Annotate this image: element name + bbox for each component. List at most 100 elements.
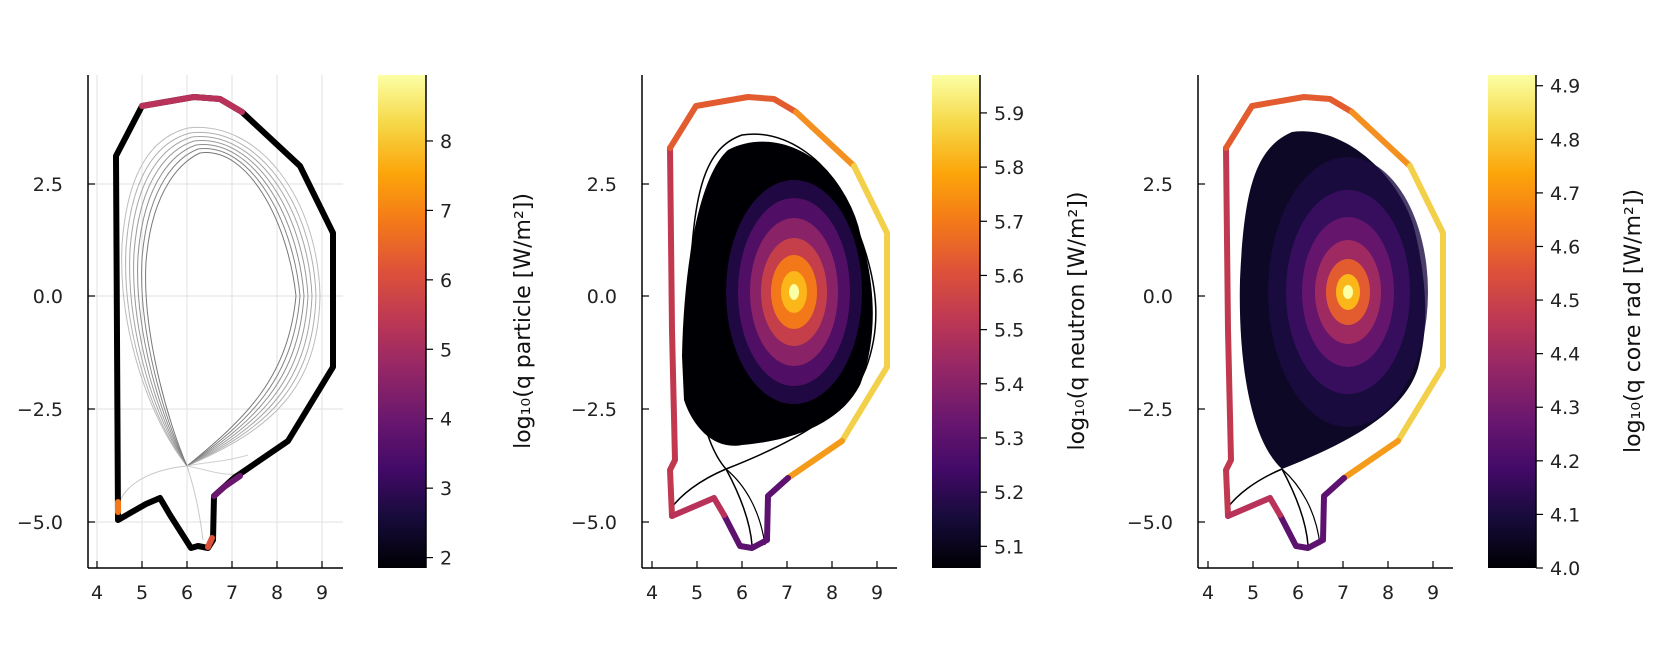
panel-3-plot xyxy=(1225,131,1428,546)
panel-1-flux-surfaces xyxy=(117,126,321,541)
x-tick-label: 7 xyxy=(1337,582,1349,604)
wall-outer-divertor xyxy=(1277,475,1347,551)
panel-2-axes: 4 5 6 7 8 9 2.5 0.0 −2.5 −5.0 xyxy=(571,75,897,604)
panel-2: 4 5 6 7 8 9 2.5 0.0 −2.5 −5.0 5.1 5.2 5.3 5… xyxy=(571,75,1090,604)
colorbar-tick-label: 5 xyxy=(440,339,452,361)
flux-surface-3 xyxy=(129,136,313,467)
colorbar-gradient xyxy=(378,75,426,568)
panel-1-grid xyxy=(88,75,343,568)
wall-lower-outer xyxy=(785,438,845,481)
colorbar-tick-label: 5.2 xyxy=(994,482,1024,504)
colorbar-tick-label: 4.3 xyxy=(1550,397,1580,419)
flux-surface-7 xyxy=(145,152,297,467)
radiation-emission-peak xyxy=(1343,285,1353,299)
y-tick-label: −5.0 xyxy=(17,512,63,534)
colorbar-label: log₁₀(q core rad [W/m²]) xyxy=(1621,189,1646,453)
x-tick-label: 4 xyxy=(1202,582,1214,604)
colorbar-label: log₁₀(q neutron [W/m²]) xyxy=(1065,192,1090,451)
x-tick-label: 8 xyxy=(271,582,283,604)
panel-2-wall xyxy=(667,94,890,551)
colorbar-ticks: 5.1 5.2 5.3 5.4 5.5 5.6 5.7 5.8 5.9 xyxy=(980,103,1024,558)
wall-upper-outer xyxy=(793,109,857,169)
wall-hot-top xyxy=(139,94,245,115)
wall-inner xyxy=(667,145,678,519)
colorbar-tick-label: 4.7 xyxy=(1550,183,1580,205)
wall-upper-outer xyxy=(1349,109,1413,169)
x-tick-label: 5 xyxy=(136,582,148,604)
panel-1-axes: 4 5 6 7 8 9 2.5 0.0 −2.5 −5.0 xyxy=(17,75,343,604)
colorbar-tick-label: 4.6 xyxy=(1550,236,1580,258)
x-tick-label: 8 xyxy=(826,582,838,604)
flux-surface-4 xyxy=(133,140,309,467)
x-tick-label: 6 xyxy=(736,582,748,604)
colorbar-tick-label: 5.8 xyxy=(994,157,1024,179)
colorbar-ticks: 2 3 4 5 6 7 8 xyxy=(426,131,452,570)
separatrix-outer-leg xyxy=(725,468,753,546)
wall-top xyxy=(1223,94,1355,151)
flux-surface-1 xyxy=(121,126,321,467)
colorbar-tick-label: 8 xyxy=(440,131,452,153)
x-tick-label: 8 xyxy=(1382,582,1394,604)
x-tick-label: 4 xyxy=(646,582,658,604)
y-tick-label: 0.0 xyxy=(587,286,617,308)
colorbar-gradient xyxy=(932,75,980,568)
x-tick-label: 9 xyxy=(1427,582,1439,604)
wall-hot-outer-strike xyxy=(205,535,215,550)
colorbar-tick-label: 5.9 xyxy=(994,103,1024,125)
divertor-leg-outer xyxy=(186,465,204,541)
separatrix-outer-leg xyxy=(1281,468,1309,546)
colorbar-tick-label: 5.3 xyxy=(994,428,1024,450)
colorbar-gradient xyxy=(1488,75,1536,568)
y-tick-label: −2.5 xyxy=(1127,399,1173,421)
flux-surface-5 xyxy=(137,144,305,467)
colorbar-tick-label: 4 xyxy=(440,409,452,431)
panel-2-plot xyxy=(669,133,877,546)
wall-inner-divertor xyxy=(669,495,727,519)
separatrix xyxy=(689,133,877,470)
y-tick-label: −2.5 xyxy=(17,399,63,421)
flux-surface-6 xyxy=(141,148,301,467)
colorbar-tick-label: 5.4 xyxy=(994,374,1024,396)
colorbar-tick-label: 4.8 xyxy=(1550,129,1580,151)
flux-surface-2 xyxy=(125,131,317,467)
colorbar-ticks: 4.0 4.1 4.2 4.3 4.4 4.5 4.6 4.7 4.8 4.9 xyxy=(1536,76,1580,580)
x-tick-label: 4 xyxy=(91,582,103,604)
divertor-line xyxy=(1281,468,1321,546)
panel-1-wall xyxy=(113,94,336,551)
colorbar-tick-label: 5.6 xyxy=(994,265,1024,287)
y-tick-label: −5.0 xyxy=(1127,512,1173,534)
x-tick-label: 7 xyxy=(226,582,238,604)
x-tick-label: 9 xyxy=(871,582,883,604)
colorbar-tick-label: 5.1 xyxy=(994,536,1024,558)
neutron-emission-peak xyxy=(789,284,799,300)
panel-3-axes: 4 5 6 7 8 9 2.5 0.0 −2.5 −5.0 xyxy=(1127,75,1453,604)
colorbar-tick-label: 5.7 xyxy=(994,211,1024,233)
colorbar-tick-label: 4.5 xyxy=(1550,290,1580,312)
x-tick-label: 9 xyxy=(316,582,328,604)
colorbar-tick-label: 4.0 xyxy=(1550,558,1580,580)
panel-3-wall xyxy=(1223,94,1446,551)
wall-hot-outer-leg xyxy=(211,473,243,499)
panel-3-colorbar: 4.0 4.1 4.2 4.3 4.4 4.5 4.6 4.7 4.8 4.9 log₁₀(q c… xyxy=(1488,75,1646,580)
panel-2-colorbar: 5.1 5.2 5.3 5.4 5.5 5.6 5.7 5.8 5.9 log₁₀(q neut… xyxy=(932,75,1090,568)
colorbar-tick-label: 6 xyxy=(440,270,452,292)
panel-1: 4 5 6 7 8 9 2.5 0.0 −2.5 −5.0 2 3 4 5 6 7 8 lo… xyxy=(17,75,536,604)
divertor-line xyxy=(725,468,766,546)
divertor-fan-1 xyxy=(186,454,249,467)
y-tick-label: 0.0 xyxy=(33,286,63,308)
wall-lower-outer xyxy=(1341,438,1401,481)
y-tick-label: −2.5 xyxy=(571,399,617,421)
colorbar-tick-label: 4.1 xyxy=(1550,504,1580,526)
y-tick-label: 0.0 xyxy=(1143,286,1173,308)
y-tick-label: 2.5 xyxy=(1143,174,1173,196)
colorbar-tick-label: 4.4 xyxy=(1550,344,1580,366)
divertor-leg-inner xyxy=(117,465,188,516)
x-tick-label: 6 xyxy=(1292,582,1304,604)
colorbar-tick-label: 4.9 xyxy=(1550,76,1580,98)
colorbar-tick-label: 4.2 xyxy=(1550,451,1580,473)
y-tick-label: −5.0 xyxy=(571,512,617,534)
x-tick-label: 7 xyxy=(781,582,793,604)
wall-outer xyxy=(1395,163,1446,444)
colorbar-label: log₁₀(q particle [W/m²]) xyxy=(511,193,536,449)
